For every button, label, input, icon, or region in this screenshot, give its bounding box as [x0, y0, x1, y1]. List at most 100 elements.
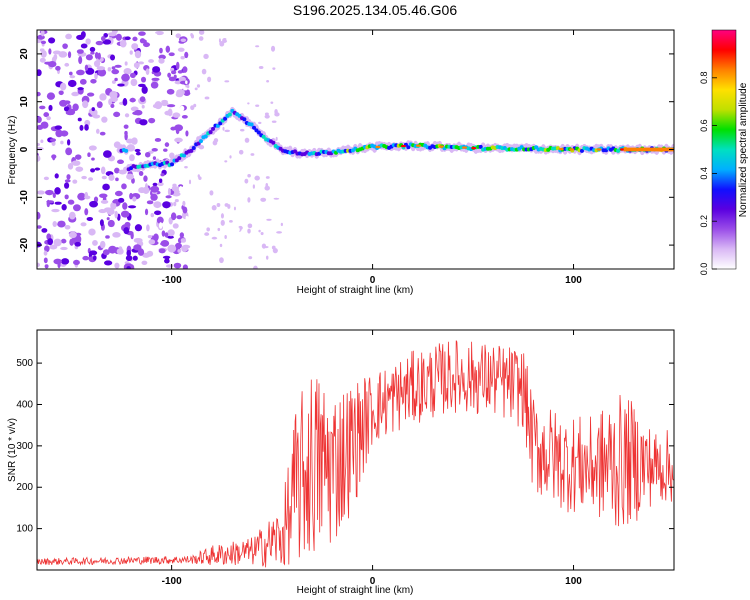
noise-blob	[204, 96, 210, 100]
noise-blob	[174, 137, 183, 143]
noise-blob	[112, 200, 118, 204]
noise-blob	[189, 88, 193, 94]
noise-blob	[173, 262, 182, 269]
noise-blob	[114, 64, 122, 68]
ridge-mark	[198, 139, 203, 144]
noise-blob	[64, 62, 70, 67]
noise-blob	[161, 230, 166, 237]
noise-blob	[184, 166, 188, 169]
snr-frame	[36, 329, 675, 571]
ridge-hotspot	[462, 146, 468, 149]
noise-blob	[179, 232, 185, 238]
noise-blob	[240, 128, 245, 132]
noise-blob	[82, 255, 89, 261]
noise-blob	[65, 110, 75, 116]
noise-blob	[152, 182, 158, 187]
noise-blob	[37, 116, 42, 124]
noise-blob	[220, 219, 225, 226]
noise-blob	[175, 61, 180, 70]
noise-blob	[129, 192, 133, 200]
noise-blob	[274, 109, 278, 115]
noise-blob	[280, 222, 284, 227]
ridge-mark	[256, 130, 261, 135]
noise-blob	[80, 31, 86, 39]
noise-blob	[265, 176, 270, 179]
noise-blob	[160, 173, 165, 177]
noise-blob	[81, 175, 87, 180]
noise-blob	[622, 129, 626, 133]
noise-blob	[43, 250, 48, 256]
noise-blob	[84, 191, 89, 199]
noise-blob	[160, 239, 170, 247]
noise-blob	[75, 232, 82, 236]
noise-blob	[138, 187, 146, 194]
noise-blob	[146, 200, 154, 205]
noise-blob	[39, 105, 46, 110]
noise-blob	[265, 255, 269, 260]
y-tick-label: 200	[16, 482, 33, 493]
noise-blob	[121, 183, 127, 190]
noise-blob	[622, 31, 626, 35]
noise-blob	[190, 34, 195, 39]
noise-blob	[107, 219, 115, 228]
noise-blob	[261, 141, 265, 147]
x-tick-label: -100	[162, 576, 182, 587]
noise-blob	[111, 69, 120, 75]
noise-blob	[123, 81, 129, 86]
noise-blob	[107, 67, 112, 72]
noise-blob	[63, 106, 70, 112]
noise-blob	[207, 221, 213, 225]
noise-blob	[108, 174, 115, 181]
noise-blob	[46, 200, 54, 204]
y-tick-label: -10	[19, 190, 30, 205]
noise-blob	[184, 245, 189, 252]
ridge-mark	[208, 130, 213, 135]
ridge-mark	[203, 134, 208, 139]
spectrogram-marks	[37, 30, 674, 269]
ridge-mark	[191, 146, 196, 151]
noise-blob	[623, 69, 627, 73]
noise-blob	[232, 142, 236, 145]
x-tick-label: 0	[370, 275, 376, 286]
noise-blob	[222, 126, 225, 131]
noise-blob	[93, 60, 101, 68]
noise-blob	[268, 198, 275, 203]
noise-blob	[618, 136, 622, 140]
noise-blob	[166, 88, 175, 95]
noise-blob	[67, 163, 74, 170]
noise-blob	[211, 205, 217, 211]
noise-blob	[198, 30, 205, 35]
y-tick-label: 400	[16, 399, 33, 410]
noise-blob	[244, 178, 249, 184]
noise-blob	[622, 59, 626, 63]
noise-blob	[40, 40, 47, 45]
ridge-mark	[211, 126, 216, 131]
noise-blob	[53, 258, 62, 265]
noise-blob	[228, 60, 231, 65]
noise-blob	[89, 200, 98, 208]
colorbar-tick-label: 0.8	[699, 72, 709, 85]
noise-blob	[167, 235, 174, 239]
noise-blob	[224, 129, 230, 133]
noise-blob	[166, 104, 176, 108]
figure-title: S196.2025.134.05.46.G06	[293, 2, 457, 18]
noise-blob	[51, 208, 60, 213]
noise-blob	[96, 101, 103, 109]
colorbar-frame	[711, 29, 737, 270]
noise-blob	[225, 42, 228, 47]
noise-blob	[107, 32, 117, 37]
noise-blob	[248, 256, 253, 260]
noise-blob	[270, 101, 274, 104]
noise-blob	[65, 147, 73, 156]
noise-blob	[235, 226, 240, 233]
ridge-mark	[271, 140, 276, 145]
noise-blob	[77, 117, 82, 122]
noise-blob	[217, 227, 221, 232]
noise-blob	[64, 182, 70, 189]
noise-blob	[178, 185, 183, 192]
snr-y-axis-label: SNR (10 * v/v)	[7, 418, 18, 482]
x-tick-label: 0	[370, 576, 376, 587]
noise-blob	[260, 197, 267, 202]
noise-blob	[115, 33, 122, 41]
noise-blob	[247, 223, 253, 229]
